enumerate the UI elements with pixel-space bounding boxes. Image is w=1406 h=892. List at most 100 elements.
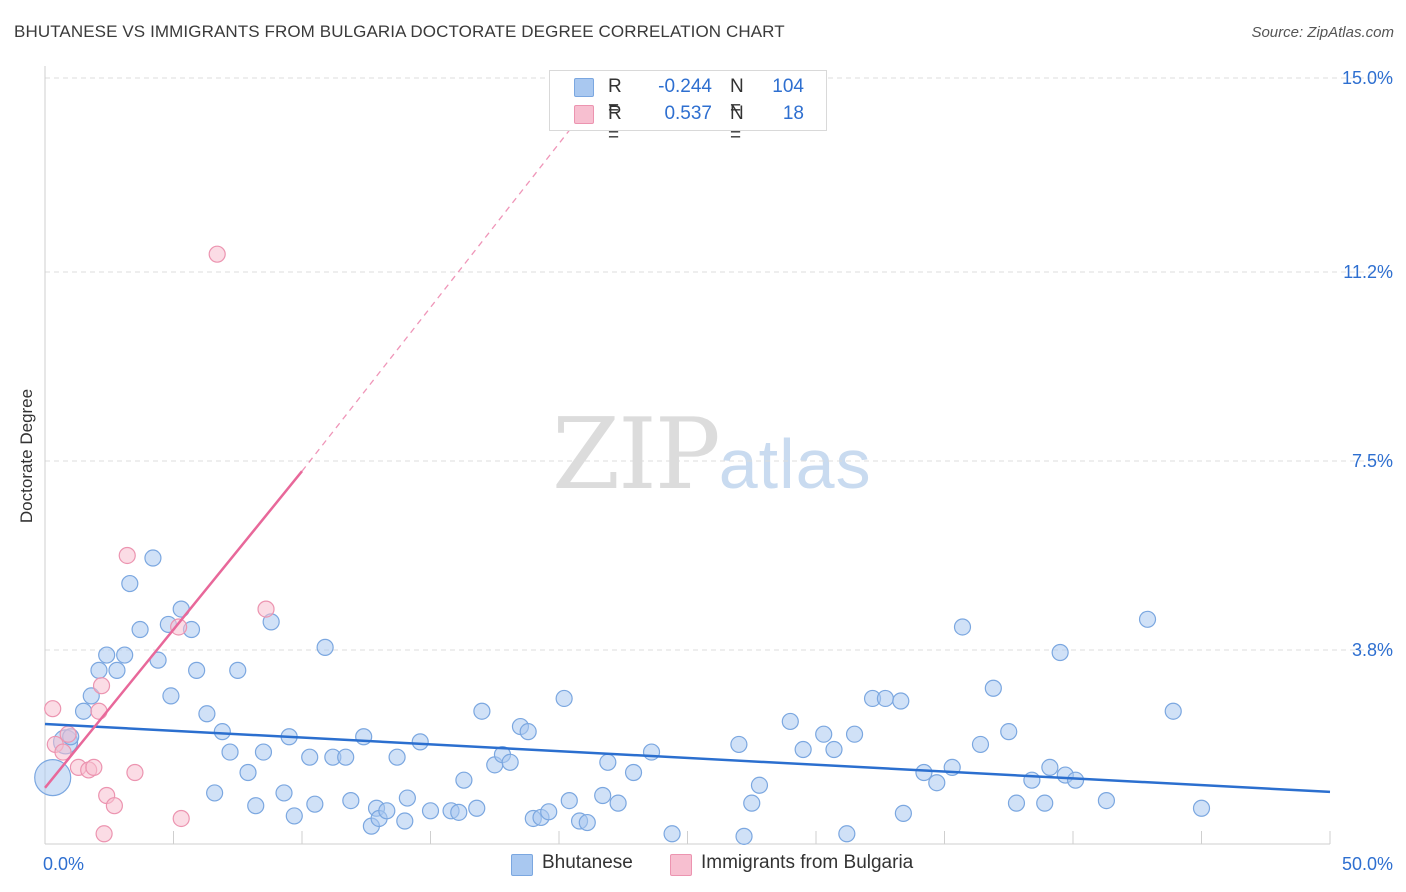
watermark: ZIPatlas bbox=[552, 398, 872, 512]
trend-line-bhutanese bbox=[44, 722, 1331, 794]
point-bhutanese bbox=[90, 661, 108, 679]
point-bhutanese bbox=[396, 812, 414, 830]
point-bhutanese bbox=[198, 705, 216, 723]
watermark-zip: ZIP bbox=[552, 398, 721, 512]
point-bhutanese bbox=[221, 743, 239, 761]
point-bhutanese bbox=[519, 723, 537, 741]
point-bhutanese bbox=[337, 748, 355, 766]
point-bhutanese bbox=[971, 735, 990, 754]
point-bhutanese bbox=[794, 740, 812, 759]
point-bhutanese bbox=[82, 687, 100, 705]
point-bulgaria bbox=[105, 797, 123, 815]
point-bhutanese bbox=[116, 646, 134, 664]
y-tick-label: 3.8% bbox=[1352, 640, 1393, 660]
point-bhutanese bbox=[624, 763, 643, 782]
point-bhutanese bbox=[838, 825, 856, 843]
point-bhutanese bbox=[1041, 758, 1059, 777]
point-bhutanese bbox=[845, 725, 864, 743]
point-bhutanese bbox=[1036, 794, 1054, 812]
legend-r-label: R = bbox=[608, 103, 622, 146]
point-bhutanese bbox=[378, 802, 396, 820]
legend-n-value: 18 bbox=[782, 103, 804, 124]
legend-swatch-bulgaria bbox=[574, 105, 594, 124]
point-bhutanese bbox=[735, 827, 753, 845]
point-bhutanese bbox=[1000, 723, 1018, 741]
point-bhutanese bbox=[609, 794, 627, 812]
point-bhutanese bbox=[301, 748, 319, 766]
point-bhutanese bbox=[229, 661, 247, 679]
point-bhutanese bbox=[342, 791, 360, 810]
point-bulgaria bbox=[118, 546, 136, 565]
y-tick-label: 7.5% bbox=[1352, 451, 1393, 471]
point-bhutanese bbox=[876, 689, 894, 708]
point-bhutanese bbox=[316, 638, 334, 656]
point-bulgaria bbox=[170, 618, 188, 636]
point-bulgaria bbox=[172, 809, 190, 828]
point-bhutanese bbox=[1066, 771, 1085, 789]
bottom-legend-swatch-bhutanese bbox=[511, 854, 533, 876]
watermark-atlas: atlas bbox=[718, 425, 872, 503]
bottom-legend-label: Immigrants from Bulgaria bbox=[701, 852, 914, 873]
point-bhutanese bbox=[1051, 643, 1069, 662]
point-bhutanese bbox=[1023, 771, 1041, 789]
point-bhutanese bbox=[825, 740, 843, 759]
legend-n-value: 104 bbox=[772, 76, 804, 97]
point-bhutanese bbox=[894, 804, 912, 822]
point-bhutanese bbox=[594, 786, 612, 805]
point-bhutanese bbox=[815, 725, 833, 743]
legend-n-label: N = bbox=[730, 103, 744, 146]
point-bhutanese bbox=[915, 763, 933, 782]
point-bhutanese bbox=[560, 791, 578, 810]
point-bhutanese bbox=[411, 733, 429, 751]
x-tick-label: 0.0% bbox=[43, 854, 84, 874]
point-bhutanese bbox=[984, 679, 1002, 697]
point-bhutanese bbox=[468, 799, 486, 817]
point-bulgaria bbox=[95, 825, 113, 843]
point-bhutanese bbox=[144, 549, 162, 567]
y-tick-label: 11.2% bbox=[1343, 262, 1393, 282]
point-bulgaria bbox=[208, 245, 226, 263]
point-bhutanese bbox=[98, 646, 116, 664]
point-bhutanese bbox=[131, 620, 149, 639]
point-bhutanese bbox=[108, 661, 126, 679]
trend-line-bulgaria bbox=[44, 470, 303, 789]
point-bhutanese bbox=[501, 753, 519, 771]
point-bhutanese bbox=[398, 789, 416, 807]
point-bhutanese bbox=[421, 802, 440, 820]
point-bhutanese bbox=[642, 743, 661, 761]
point-bhutanese bbox=[781, 712, 799, 731]
x-tick-label: 50.0% bbox=[1342, 854, 1393, 874]
point-bhutanese bbox=[663, 825, 681, 843]
legend-r-value: -0.244 bbox=[658, 76, 712, 97]
point-bhutanese bbox=[306, 795, 324, 813]
point-bhutanese bbox=[275, 784, 293, 802]
point-bulgaria bbox=[59, 725, 77, 743]
point-bhutanese bbox=[206, 784, 224, 802]
legend-r-value: 0.537 bbox=[664, 103, 712, 124]
point-bhutanese bbox=[555, 689, 573, 708]
point-bulgaria bbox=[85, 758, 103, 777]
bottom-legend-swatch-bulgaria bbox=[670, 854, 692, 876]
point-bhutanese bbox=[247, 797, 265, 815]
point-bhutanese bbox=[455, 771, 473, 789]
bottom-legend-label: Bhutanese bbox=[542, 852, 633, 873]
point-bhutanese bbox=[750, 776, 769, 794]
point-bulgaria bbox=[90, 702, 108, 720]
point-bhutanese bbox=[239, 763, 257, 782]
y-tick-label: 15.0% bbox=[1342, 68, 1393, 88]
legend-swatch-bhutanese bbox=[574, 78, 594, 97]
point-bhutanese bbox=[1138, 610, 1157, 628]
point-bulgaria bbox=[92, 677, 111, 695]
point-bhutanese bbox=[388, 748, 406, 766]
point-bhutanese bbox=[1097, 791, 1116, 810]
point-bhutanese bbox=[450, 803, 468, 821]
trend-extension-bulgaria bbox=[301, 77, 611, 472]
point-bhutanese bbox=[162, 687, 180, 705]
legend-n-label: N = bbox=[730, 76, 744, 119]
point-bhutanese bbox=[213, 723, 231, 741]
legend-r-label: R = bbox=[608, 76, 622, 119]
point-bhutanese bbox=[953, 618, 972, 636]
point-bhutanese bbox=[285, 807, 303, 825]
point-bhutanese bbox=[743, 794, 761, 812]
point-bhutanese bbox=[473, 702, 491, 720]
